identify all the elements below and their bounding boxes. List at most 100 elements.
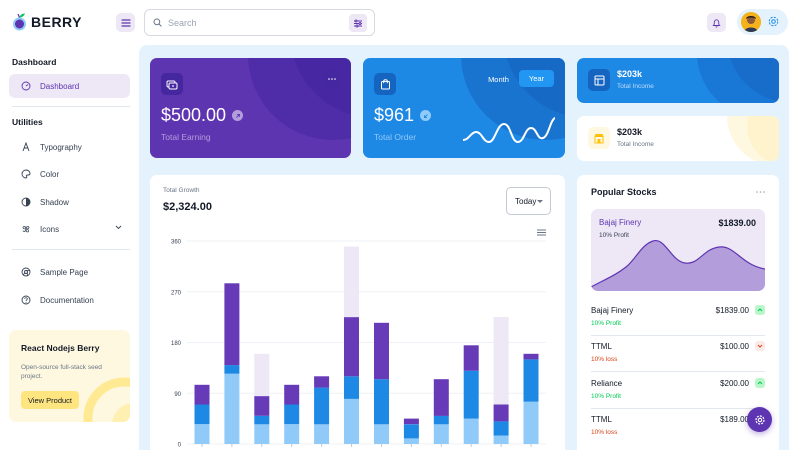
bar-segment-series-2[interactable] <box>493 421 509 436</box>
bar-segment-series-3[interactable] <box>374 322 389 380</box>
menu-toggle-button[interactable] <box>116 13 135 32</box>
bar-segment-series-1[interactable] <box>463 418 479 444</box>
bar-segment-series-4[interactable] <box>344 246 359 318</box>
y-tick-label: 360 <box>171 240 182 246</box>
stock-row[interactable]: Reliance $200.00 10% Profit <box>591 378 765 415</box>
stock-row[interactable]: Bajaj Finery $1839.00 10% Profit <box>591 305 765 342</box>
bar-segment-series-1[interactable] <box>403 438 419 444</box>
stock-value: $100.00 <box>720 342 749 351</box>
bar-segment-series-3[interactable] <box>194 384 210 405</box>
dashboard-icon <box>21 81 31 91</box>
income-icon-box <box>588 127 610 149</box>
bar-segment-series-3[interactable] <box>523 353 539 360</box>
sidebar-item-label: Dashboard <box>40 81 80 91</box>
stock-row[interactable]: TTML $189.00 10% loss <box>591 414 765 450</box>
app-name: BERRY <box>31 13 82 30</box>
sidebar-item-label: Documentation <box>40 295 94 305</box>
customize-fab-button[interactable] <box>747 407 772 432</box>
shopping-bag-icon <box>380 79 390 90</box>
popular-stocks-card: Popular Stocks Bajaj Finery $1839.00 10%… <box>577 175 779 450</box>
bar-segment-series-1[interactable] <box>254 424 270 444</box>
bar-segment-series-1[interactable] <box>314 424 330 444</box>
bar-segment-series-4[interactable] <box>493 317 509 405</box>
bar-segment-series-1[interactable] <box>433 424 449 444</box>
bar-segment-series-2[interactable] <box>254 415 270 425</box>
help-icon <box>21 295 31 305</box>
total-order-card: Month Year $961 Total Order <box>363 58 565 158</box>
logo-icon <box>13 13 26 31</box>
sidebar-item-icons[interactable]: Icons <box>9 217 130 241</box>
bar-segment-series-3[interactable] <box>403 418 419 425</box>
bar-segment-series-2[interactable] <box>463 370 479 419</box>
period-select[interactable]: Today <box>506 187 551 215</box>
sidebar-item-color[interactable]: Color <box>9 162 130 186</box>
earning-amount: $500.00 <box>161 105 244 126</box>
sidebar-item-documentation[interactable]: Documentation <box>9 288 130 312</box>
search-input[interactable]: Search <box>168 17 197 28</box>
bar-segment-series-3[interactable] <box>284 384 300 405</box>
sidebar-item-sample-page[interactable]: Sample Page <box>9 260 130 284</box>
earning-more-button[interactable] <box>323 70 340 87</box>
stock-name: TTML <box>591 342 612 351</box>
toggle-month-button[interactable]: Month <box>488 74 509 84</box>
view-product-button[interactable]: View Product <box>21 391 79 409</box>
bar-segment-series-2[interactable] <box>403 424 419 439</box>
income-amount: $203k <box>617 69 643 79</box>
bar-segment-series-2[interactable] <box>284 404 300 425</box>
sidebar-item-dashboard[interactable]: Dashboard <box>9 74 130 98</box>
profile-menu[interactable] <box>737 9 788 35</box>
bar-segment-series-3[interactable] <box>224 283 240 366</box>
bar-segment-series-3[interactable] <box>433 379 449 416</box>
avatar[interactable] <box>741 12 761 32</box>
bar-segment-series-3[interactable] <box>254 396 270 416</box>
logo[interactable]: BERRY <box>12 12 82 31</box>
bar-segment-series-1[interactable] <box>493 435 509 445</box>
bar-segment-series-1[interactable] <box>523 401 539 444</box>
toggle-year-button[interactable]: Year <box>519 70 554 87</box>
palette-icon <box>21 169 31 179</box>
bar-segment-series-2[interactable] <box>374 379 389 425</box>
stocks-more-button[interactable] <box>756 185 765 195</box>
stocks-title: Popular Stocks <box>591 187 657 197</box>
bar-segment-series-4[interactable] <box>254 353 270 397</box>
notification-button[interactable] <box>707 13 726 32</box>
y-tick-label: 0 <box>178 443 182 449</box>
brand-chrome-icon <box>21 267 31 277</box>
bar-segment-series-2[interactable] <box>523 359 539 402</box>
bar-segment-series-1[interactable] <box>224 373 240 445</box>
order-amount-value: $961 <box>374 105 415 125</box>
earning-amount-value: $500.00 <box>161 105 227 125</box>
bar-segment-series-1[interactable] <box>344 398 359 444</box>
bar-segment-series-2[interactable] <box>344 376 359 399</box>
table-icon <box>594 75 604 85</box>
total-income-card-light: $203k Total Income <box>577 116 779 161</box>
bar-segment-series-3[interactable] <box>314 376 330 388</box>
windmill-icon <box>21 224 31 234</box>
bar-segment-series-3[interactable] <box>463 345 479 371</box>
bar-segment-series-2[interactable] <box>224 365 240 374</box>
bar-segment-series-3[interactable] <box>493 404 509 422</box>
search-filter-button[interactable] <box>349 14 367 32</box>
bar-segment-series-1[interactable] <box>194 424 210 444</box>
period-select-value: Today <box>515 196 537 206</box>
income-label: Total Income <box>617 83 654 90</box>
chart-menu-icon[interactable] <box>537 229 546 236</box>
nav-caption-dashboard: Dashboard <box>12 57 57 67</box>
search-bar[interactable]: Search <box>144 9 375 36</box>
bar-segment-series-2[interactable] <box>433 415 449 425</box>
sidebar-item-typography[interactable]: Typography <box>9 135 130 159</box>
stock-highlight: Bajaj Finery $1839.00 10% Profit <box>591 209 765 291</box>
sidebar-item-shadow[interactable]: Shadow <box>9 190 130 214</box>
stock-row[interactable]: TTML $100.00 10% loss <box>591 341 765 378</box>
order-amount: $961 <box>374 105 432 126</box>
bar-segment-series-1[interactable] <box>374 424 389 444</box>
gear-icon <box>768 16 779 27</box>
bar-segment-series-2[interactable] <box>314 387 330 425</box>
stock-change: 10% Profit <box>591 393 621 400</box>
bar-segment-series-3[interactable] <box>344 317 359 377</box>
chevron-down-icon <box>115 225 122 230</box>
bar-segment-series-1[interactable] <box>284 424 300 444</box>
income-amount: $203k <box>617 127 643 137</box>
bar-segment-series-2[interactable] <box>194 404 210 425</box>
credit-card-icon <box>166 80 178 89</box>
